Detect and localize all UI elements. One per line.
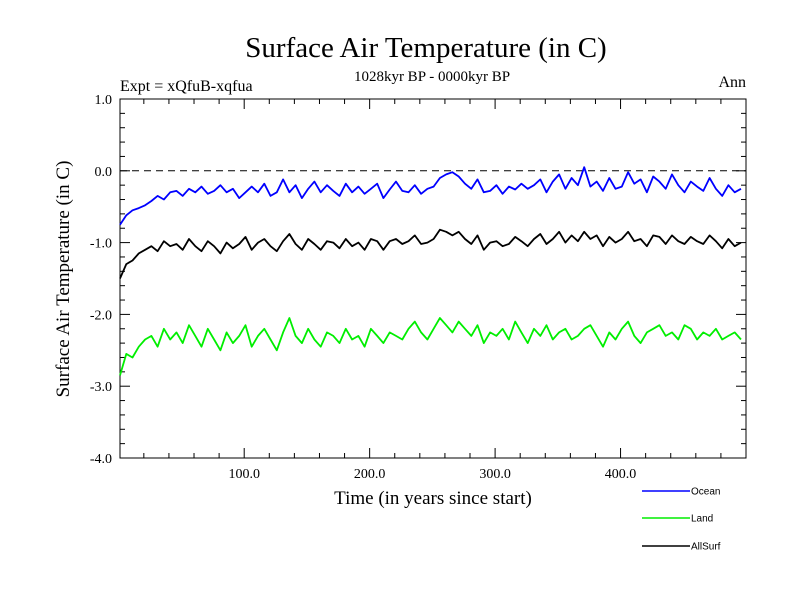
- x-tick-label: 200.0: [354, 467, 386, 482]
- chart-title: Surface Air Temperature (in C): [245, 32, 606, 64]
- y-tick-label: -4.0: [90, 452, 112, 467]
- series-line-ocean: [119, 166, 742, 226]
- x-axis-label: Time (in years since start): [334, 488, 532, 509]
- chart-subtitle: 1028kyr BP - 0000kyr BP: [354, 69, 510, 85]
- x-tick-label: 300.0: [479, 467, 511, 482]
- experiment-label: Expt = xQfuB-xqfua: [120, 78, 253, 95]
- legend-label-land: Land: [691, 514, 713, 525]
- legend: Ocean Land AllSurf: [642, 487, 721, 553]
- x-tick-label: 400.0: [605, 467, 637, 482]
- y-tick-labels: 1.0 0.0 -1.0 -2.0 -3.0 -4.0: [90, 93, 112, 467]
- y-tick-label: -3.0: [90, 380, 112, 395]
- axis-ticks: [120, 98, 746, 459]
- series-line-land: [119, 317, 742, 376]
- y-tick-label: 0.0: [95, 165, 113, 180]
- plot-frame: [119, 98, 747, 459]
- y-tick-label: 1.0: [95, 93, 113, 108]
- y-axis-label: Surface Air Temperature (in C): [53, 161, 74, 398]
- x-tick-label: 100.0: [228, 467, 260, 482]
- data-series: [119, 166, 742, 376]
- series-line-allsurf: [119, 228, 742, 279]
- legend-label-ocean: Ocean: [691, 487, 720, 498]
- x-tick-labels: 100.0 200.0 300.0 400.0: [228, 467, 636, 482]
- y-tick-label: -2.0: [90, 308, 112, 323]
- legend-label-allsurf: AllSurf: [691, 542, 721, 553]
- y-tick-label: -1.0: [90, 237, 112, 252]
- season-label: Ann: [718, 74, 746, 91]
